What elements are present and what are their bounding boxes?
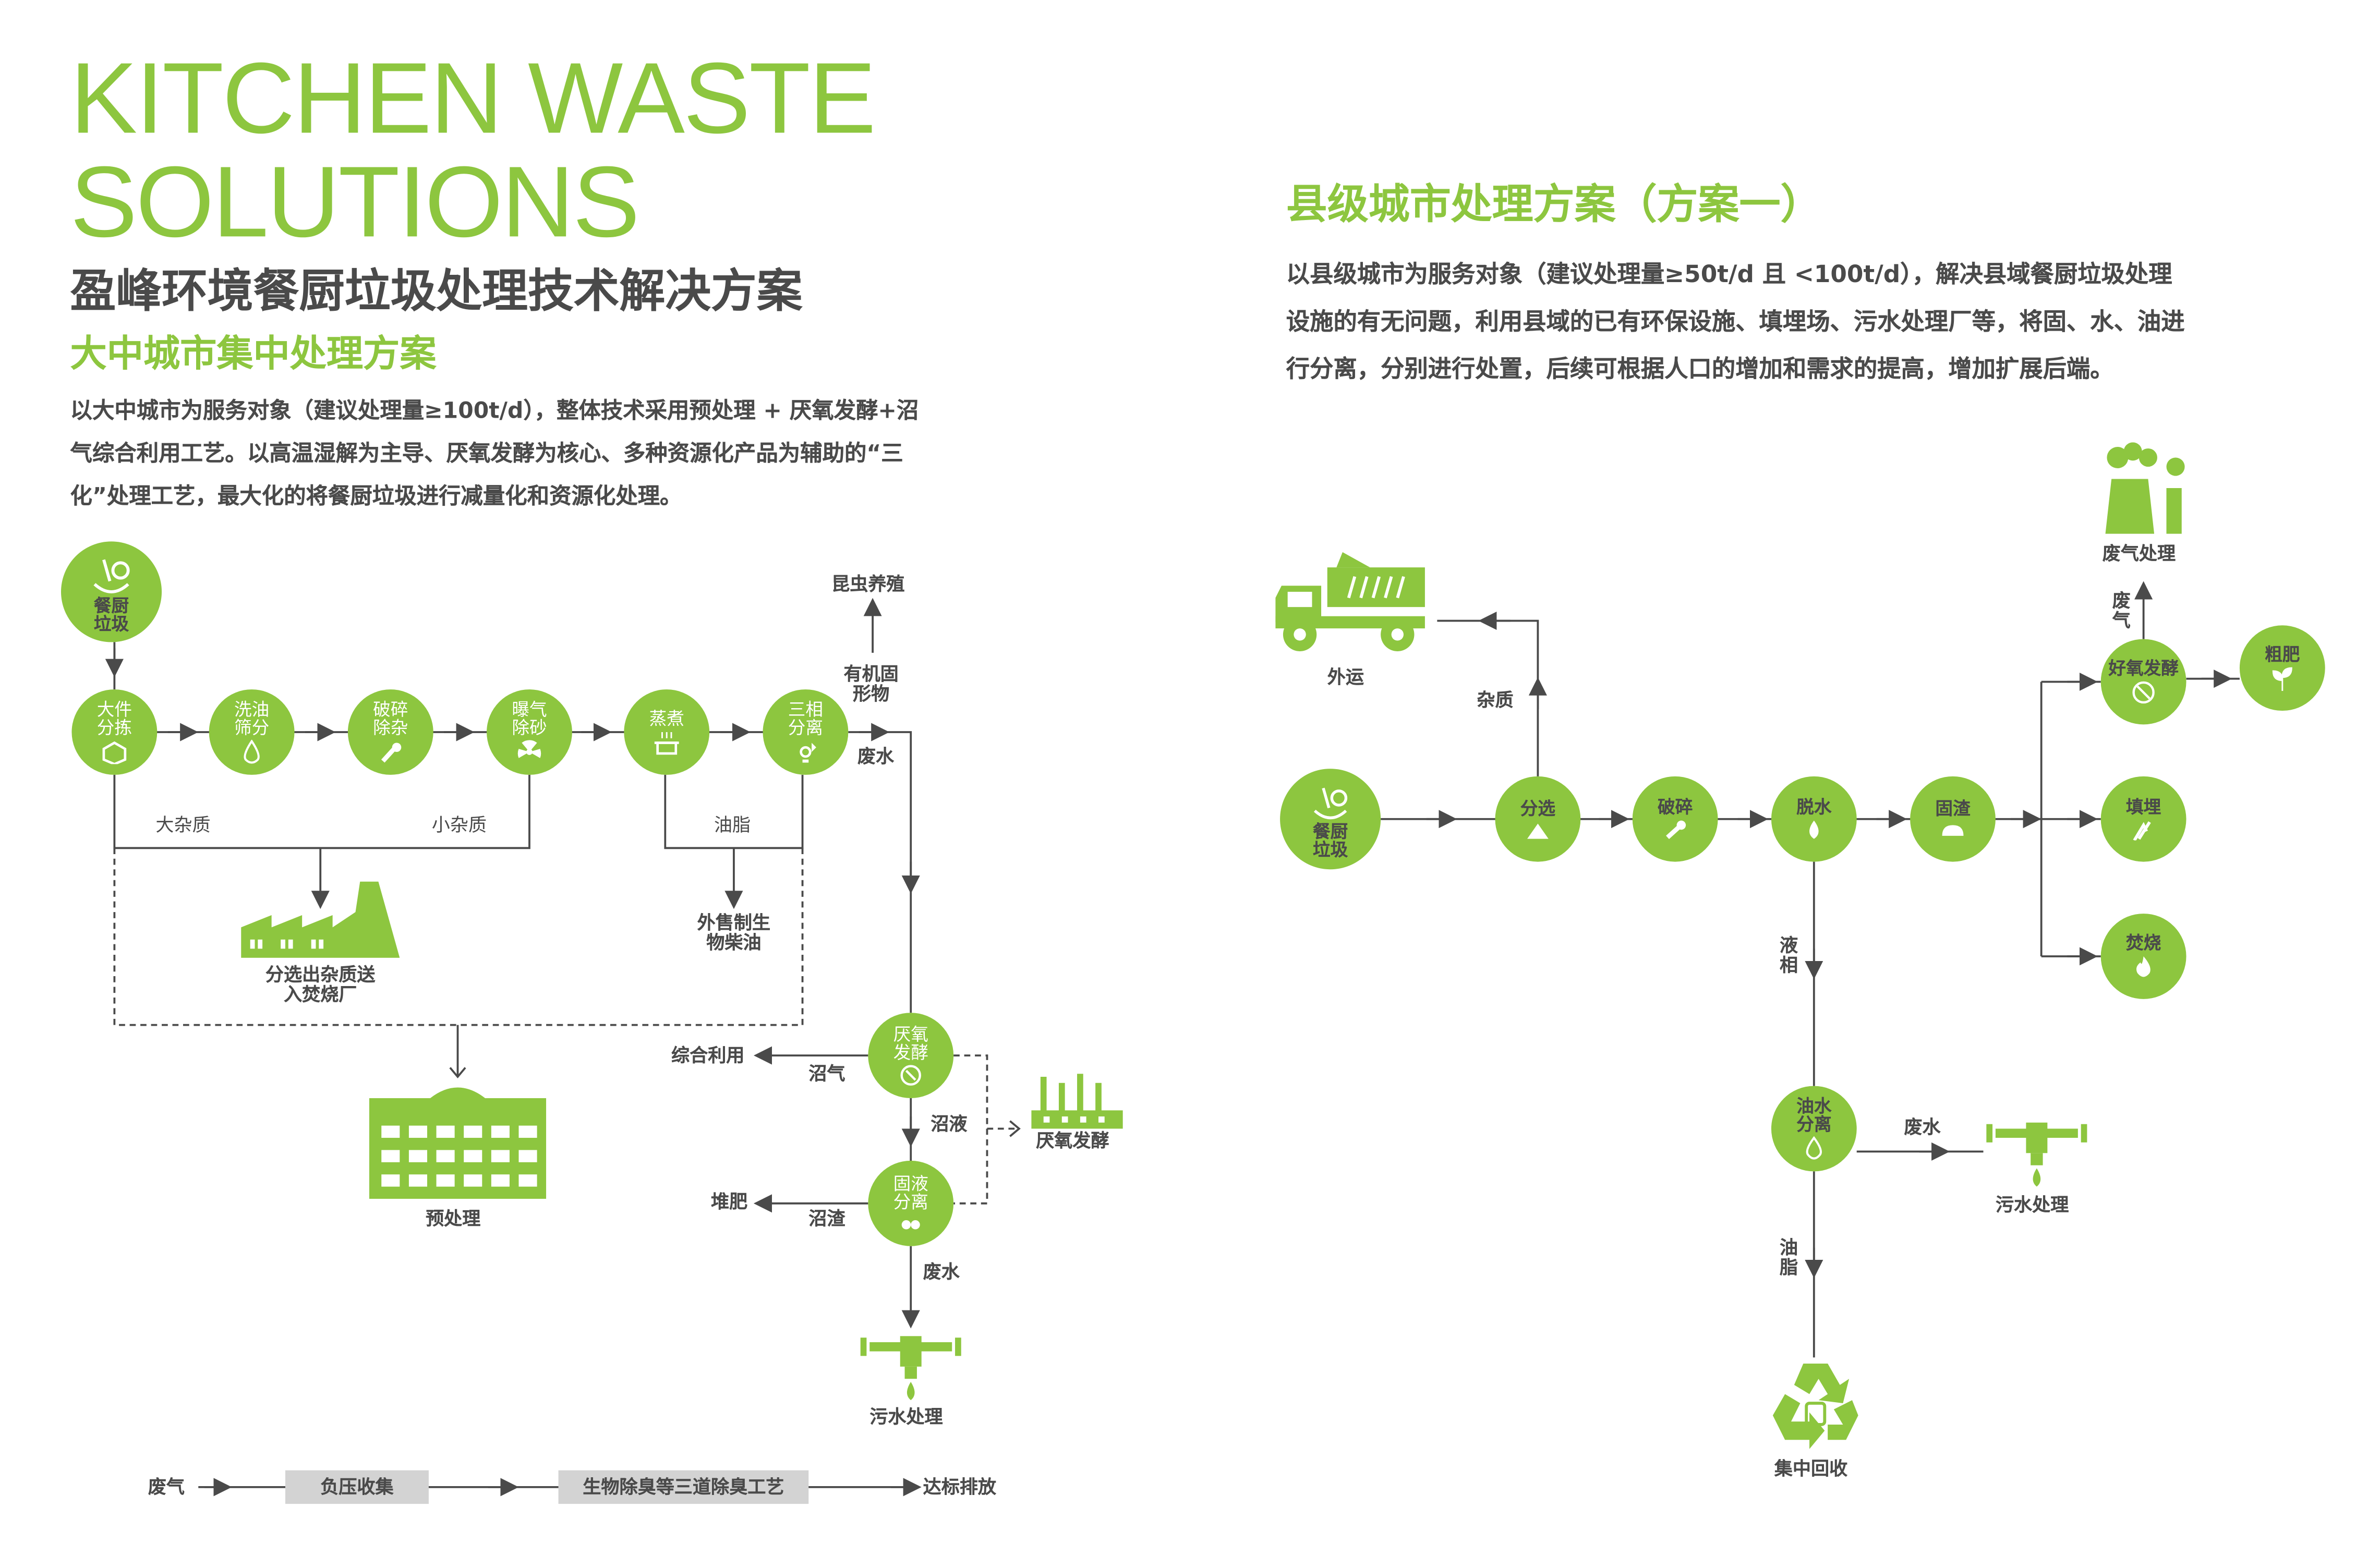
node-anaerobic: 厌氧发酵	[868, 1013, 954, 1098]
label-insect: 昆虫养殖	[831, 573, 905, 595]
label-recycle: 集中回收	[1774, 1458, 1848, 1480]
sorting-icon	[1527, 823, 1549, 839]
label-sewage-right: 污水处理	[1995, 1194, 2069, 1216]
box-icon	[102, 741, 127, 764]
aeration-icon	[517, 740, 541, 758]
label-small-impurities: 小杂质	[431, 814, 487, 836]
right-plan-title: 县级城市处理方案（方案一）	[1286, 181, 1822, 229]
label-sorted-impurities: 分选出杂质送入焚烧厂	[265, 964, 376, 1005]
drops-icon	[901, 1220, 920, 1230]
node-oil-water: 油水分离	[1771, 1086, 1857, 1172]
crusher-icon	[381, 743, 402, 763]
fermentation-icon	[2132, 681, 2155, 704]
node-branch-incineration: 焚烧	[2100, 914, 2186, 999]
crusher-icon	[1666, 820, 1686, 840]
label-waste-water-right: 废水	[1904, 1116, 1941, 1138]
label-biogas-residue: 沼渣	[808, 1208, 845, 1230]
node-branch-aerobic: 好氧发酵	[2100, 639, 2186, 725]
label-biogas: 沼气	[808, 1063, 845, 1085]
dewater-icon	[1809, 820, 1819, 839]
sewage-pipe-icon	[1986, 1122, 2087, 1187]
label-grease: 油脂	[714, 814, 751, 836]
truck-icon	[1275, 552, 1425, 651]
label-large-impurities: 大杂质	[155, 814, 211, 836]
label-waste-water-1: 废水	[857, 746, 895, 768]
anaerobic-plant-icon	[1031, 1074, 1123, 1129]
food-waste-icon	[1313, 787, 1348, 819]
label-exhaust: 废气	[2112, 590, 2131, 631]
node-right-step-2: 破碎	[1632, 776, 1718, 862]
node-kitchen-waste-right: 餐厨垃圾	[1280, 769, 1381, 870]
label-pretreatment: 预处理	[426, 1208, 481, 1230]
node-step-1: 大件分拣	[71, 689, 158, 775]
node-step-2: 洗油筛分	[209, 689, 295, 775]
deodor-start: 废气	[148, 1476, 185, 1498]
label-utilization: 综合利用	[671, 1044, 745, 1066]
fire-icon	[2136, 956, 2151, 977]
node-step-4: 曝气除砂	[487, 689, 572, 775]
right-plan-description: 以县级城市为服务对象（建议处理量≥50t/d 且 <100t/d），解决县域餐厨…	[1286, 261, 2185, 383]
node-step-3: 破碎除杂	[347, 689, 433, 775]
label-liquid: 液相	[1779, 935, 1798, 976]
node-right-step-3: 脱水	[1771, 776, 1857, 862]
label-biodiesel: 外售制生物柴油	[697, 912, 771, 954]
title-en: KITCHEN WASTE SOLUTIONS	[70, 41, 876, 258]
recycle-icon	[1772, 1363, 1858, 1449]
food-waste-icon	[93, 559, 130, 593]
node-right-step-4: 固渣	[1910, 776, 1996, 862]
node-kitchen-waste: 餐厨垃圾	[61, 541, 162, 642]
title-cn: 盈峰环境餐厨垃圾处理技术解决方案	[70, 265, 803, 319]
pot-icon	[654, 732, 679, 755]
label-transport: 外运	[1327, 666, 1364, 688]
landfill-icon	[2133, 821, 2151, 841]
residue-icon	[1942, 825, 1964, 836]
title-en-line1: KITCHEN WASTE	[70, 41, 876, 154]
label-exhaust-treatment: 废气处理	[2102, 543, 2176, 565]
label-grease-right: 油脂	[1779, 1237, 1798, 1279]
label-impurities: 杂质	[1477, 689, 1514, 711]
node-right-step-1: 分选	[1495, 776, 1581, 862]
label-biogas-slurry: 沼液	[931, 1113, 968, 1135]
left-plan-description: 以大中城市为服务对象（建议处理量≥100t/d），整体技术采用预处理 + 厌氧发…	[70, 399, 919, 509]
label-compost: 堆肥	[711, 1191, 748, 1213]
label-organic-solid: 有机固形物	[843, 663, 899, 705]
sprout-icon	[2272, 667, 2292, 691]
drop-icon	[1806, 1136, 1822, 1160]
incineration-plant-icon	[241, 881, 400, 958]
node-coarse-fertilizer: 粗肥	[2239, 625, 2325, 711]
label-anaerobic-plant: 厌氧发酵	[1036, 1130, 1109, 1152]
oil-drop-icon	[244, 739, 260, 764]
node-branch-landfill: 填埋	[2100, 776, 2186, 862]
deodor-step-2: 生物除臭等三道除臭工艺	[558, 1470, 809, 1504]
pretreatment-building-icon	[369, 1087, 547, 1199]
sewage-pipe-icon	[860, 1336, 961, 1401]
label-waste-water-2: 废水	[923, 1261, 960, 1283]
exhaust-factory-icon	[2105, 442, 2185, 534]
node-step-6: 三相分离	[763, 689, 849, 775]
node-solid-liquid: 固液分离	[868, 1160, 954, 1246]
digester-icon	[900, 1065, 921, 1086]
title-en-line2: SOLUTIONS	[70, 144, 640, 258]
node-step-5: 蒸煮	[624, 689, 710, 775]
label-sewage-left: 污水处理	[869, 1406, 943, 1428]
deodor-end: 达标排放	[923, 1476, 997, 1498]
deodor-step-1: 负压收集	[285, 1470, 429, 1504]
separation-icon	[800, 743, 816, 763]
left-plan-title: 大中城市集中处理方案	[70, 332, 437, 375]
